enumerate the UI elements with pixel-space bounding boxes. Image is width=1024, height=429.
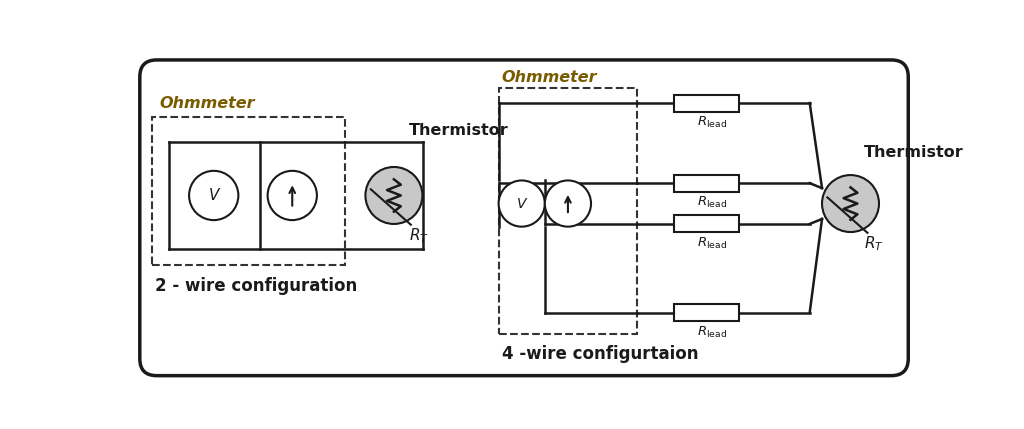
Text: $R_{\mathrm{lead}}$: $R_{\mathrm{lead}}$ (697, 195, 727, 210)
Text: 2 - wire configuration: 2 - wire configuration (156, 277, 357, 295)
Circle shape (499, 181, 545, 227)
Text: $R_{\mathrm{lead}}$: $R_{\mathrm{lead}}$ (697, 236, 727, 251)
Bar (674, 304, 739, 321)
Text: Ohmmeter: Ohmmeter (502, 69, 597, 85)
Bar (674, 95, 739, 112)
Circle shape (545, 181, 591, 227)
Bar (674, 215, 739, 233)
Text: V: V (209, 188, 219, 203)
Text: Thermistor: Thermistor (410, 124, 509, 139)
Text: V: V (517, 196, 526, 211)
Circle shape (366, 167, 422, 224)
Text: Ohmmeter: Ohmmeter (160, 97, 255, 112)
Text: Thermistor: Thermistor (863, 145, 964, 160)
Circle shape (267, 171, 316, 220)
Circle shape (189, 171, 239, 220)
FancyBboxPatch shape (140, 60, 908, 376)
Text: $R_T$: $R_T$ (864, 234, 884, 253)
Text: $R_{\mathrm{lead}}$: $R_{\mathrm{lead}}$ (697, 325, 727, 340)
Text: $R_{\mathrm{lead}}$: $R_{\mathrm{lead}}$ (697, 115, 727, 130)
Circle shape (822, 175, 879, 232)
Bar (674, 175, 739, 192)
Text: 4 -wire configurtaion: 4 -wire configurtaion (502, 345, 698, 363)
Text: $R_T$: $R_T$ (410, 226, 429, 245)
